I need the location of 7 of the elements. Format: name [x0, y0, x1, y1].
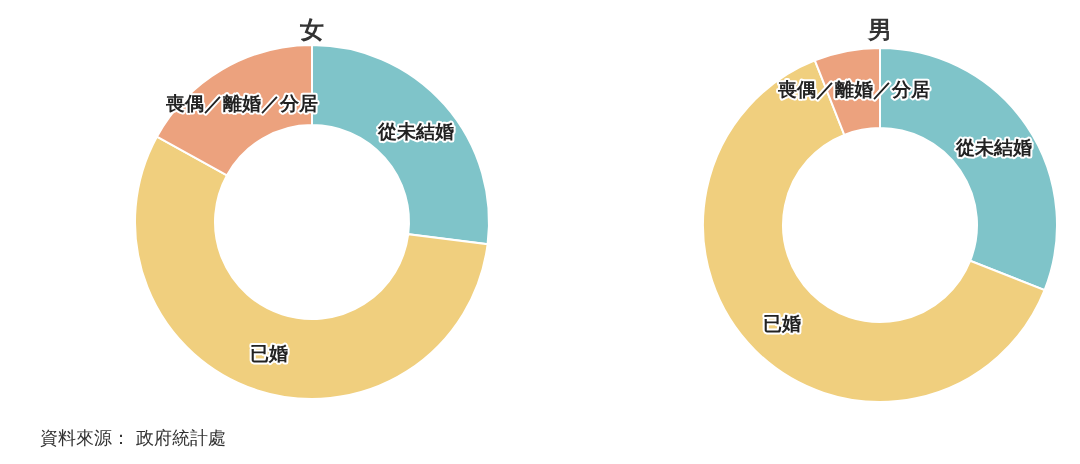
slice-label: 從未結婚: [376, 119, 454, 142]
slice-label: 已婚: [763, 311, 802, 334]
source-note: 資料來源： 政府統計處: [40, 427, 226, 448]
chart-title: 男: [867, 16, 892, 44]
chart-title: 女: [299, 16, 324, 44]
slice-label: 已婚: [250, 342, 289, 365]
slice-label: 從未結婚: [955, 136, 1033, 159]
